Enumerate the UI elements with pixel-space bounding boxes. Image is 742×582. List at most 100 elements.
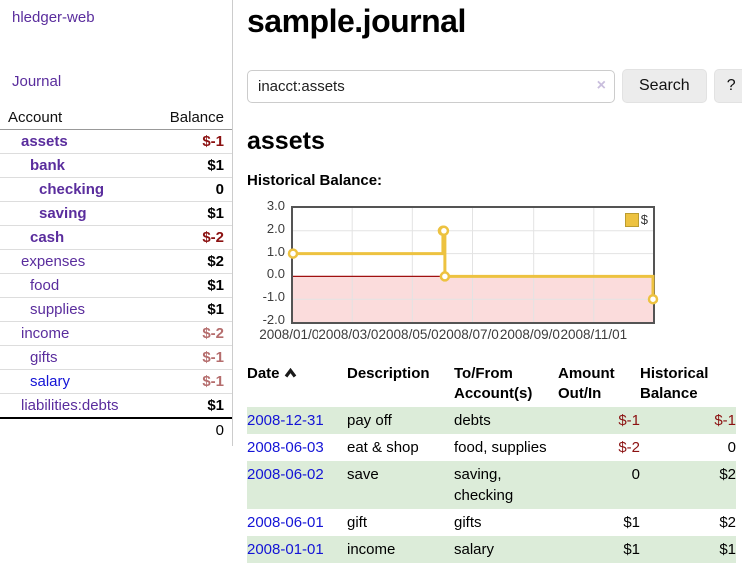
transaction-date-link[interactable]: 2008-06-01 [247,513,324,531]
legend-label: $ [640,212,648,227]
account-row: gifts $-1 [0,345,232,370]
transaction-balance: $2 [719,465,736,483]
transaction-accounts: food, supplies [454,438,547,456]
transaction-date-link[interactable]: 2008-06-02 [247,465,324,483]
legend-swatch-icon [624,212,639,227]
accounts-total-balance: 0 [215,422,224,439]
main-panel: sample.journal × Search ? assets Histori… [233,0,742,563]
account-row: checking 0 [0,177,232,202]
search-button[interactable]: Search [622,69,707,103]
chart-title: Historical Balance: [247,172,383,189]
account-row: expenses $2 [0,249,232,274]
account-balance: $-1 [149,345,232,370]
account-link-saving[interactable]: saving [39,205,87,222]
account-link-income[interactable]: income [21,325,70,342]
x-axis-tick: 2008/05/01 [378,327,447,342]
transaction-amount: $1 [623,540,640,558]
account-balance: $1 [149,393,232,419]
account-balance: $1 [149,153,232,178]
register-header-tofrom: To/From Account(s) [454,365,533,403]
account-row: supplies $1 [0,297,232,322]
transaction-amount: $-2 [618,438,640,456]
transaction-amount: $1 [623,513,640,531]
x-axis-tick: 2008/01/01 [259,327,327,342]
transaction-balance: $2 [719,513,736,531]
page-title: sample.journal [247,3,466,39]
y-axis-tick: 1.0 [266,243,285,259]
sort-ascending-icon [284,367,296,378]
search-input[interactable] [247,69,615,103]
account-row: food $1 [0,273,232,298]
accounts-header-balance: Balance [149,106,232,130]
account-row: assets $-1 [0,129,232,154]
account-row: cash $-2 [0,225,232,250]
transaction-accounts: saving, checking [454,465,514,504]
accounts-total-row: 0 [0,418,232,442]
accounts-table: Account Balance assets $-1 bank $1 check… [0,106,232,442]
register-row: 2008-12-31 pay off debts $-1 $-1 [247,406,736,434]
y-axis-tick: 2.0 [266,220,285,236]
x-axis-tick: 2008/11/01 [559,327,628,342]
account-link-checking[interactable]: checking [39,181,105,198]
register-row: 2008-06-02 save saving, checking 0 $2 [247,460,736,509]
register-header-row: Date Description To/From Account(s) Amou… [247,362,736,407]
y-axis-tick: -2.0 [262,312,285,327]
account-link-liabilities-debts[interactable]: liabilities:debts [21,397,119,414]
account-balance: $2 [149,249,232,274]
account-link-bank[interactable]: bank [30,157,66,174]
x-axis-tick: 2008/03/01 [318,327,387,342]
account-heading: assets [247,127,325,155]
account-link-supplies[interactable]: supplies [30,301,86,318]
app-brand-link[interactable]: hledger-web [12,9,95,26]
account-link-gifts[interactable]: gifts [30,349,58,366]
transaction-balance: 0 [727,438,736,456]
y-axis-tick: -1.0 [262,289,285,305]
account-link-food[interactable]: food [30,277,60,294]
account-balance: $1 [149,201,232,226]
account-balance: $1 [149,273,232,298]
register-header-balance: Historical Balance [640,365,709,403]
date-header-label: Date [247,365,280,382]
register-row: 2008-06-03 eat & shop food, supplies $-2… [247,434,736,461]
account-link-salary[interactable]: salary [30,373,71,390]
transaction-description: pay off [347,411,392,429]
accounts-header-account: Account [0,106,150,130]
historical-balance-chart: 3.0 2.0 1.0 0.0 -1.0 -2.0 $ 2008/01/01 2008/03… [247,198,742,346]
x-axis-tick: 2008/09/01 [499,327,568,342]
register-header-amount: Amount Out/In [558,365,615,403]
transaction-description: gift [347,513,368,531]
register-header-date[interactable]: Date [247,362,347,407]
account-balance: $-2 [149,321,232,346]
register-row: 2008-01-01 income salary $1 $1 [247,535,736,563]
register-row: 2008-06-01 gift gifts $1 $2 [247,509,736,536]
sidebar: hledger-web Journal Account Balance asse… [0,0,233,446]
transaction-balance: $-1 [714,411,736,429]
y-axis-tick: 3.0 [266,198,285,213]
sidebar-item-journal[interactable]: Journal [12,73,62,90]
x-axis-tick: 2008/07/01 [438,327,507,342]
register-header-description: Description [347,365,430,382]
transaction-date-link[interactable]: 2008-12-31 [247,411,324,429]
account-link-expenses[interactable]: expenses [21,253,86,270]
account-balance: $-1 [149,129,232,154]
transaction-amount: $-1 [618,411,640,429]
balance-chart-svg [287,208,659,322]
transaction-accounts: salary [454,540,495,558]
y-axis-tick: 0.0 [266,266,285,282]
transaction-accounts: debts [454,411,491,429]
account-balance: $-2 [149,225,232,250]
help-button[interactable]: ? [713,69,742,103]
account-row: income $-2 [0,321,232,346]
account-row: salary $-1 [0,369,232,394]
transaction-date-link[interactable]: 2008-06-03 [247,438,324,456]
account-link-cash[interactable]: cash [30,229,65,246]
account-row: bank $1 [0,153,232,178]
transaction-amount: 0 [631,465,640,483]
clear-search-icon[interactable]: × [596,76,606,94]
transaction-description: income [347,540,396,558]
account-link-assets[interactable]: assets [21,133,68,150]
transaction-description: eat & shop [347,438,419,456]
transaction-date-link[interactable]: 2008-01-01 [247,540,324,558]
accounts-header-row: Account Balance [0,106,232,130]
account-balance: $-1 [149,369,232,394]
